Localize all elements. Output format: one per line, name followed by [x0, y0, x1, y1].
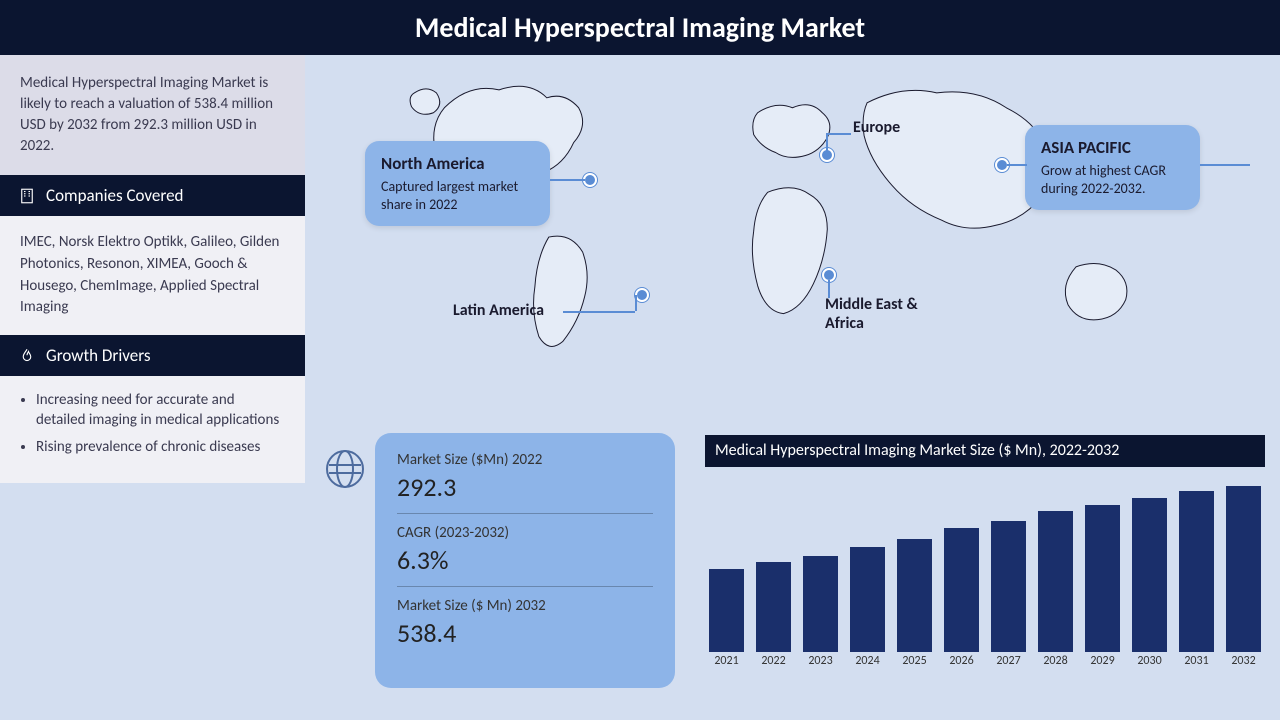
eu-connector-h [826, 133, 851, 135]
kpi-2022-value: 292.3 [397, 471, 653, 503]
bar [1085, 505, 1120, 652]
la-label: Latin America [453, 301, 544, 320]
page-title: Medical Hyperspectral Imaging Market [0, 0, 1280, 55]
apac-connector2 [1200, 164, 1250, 166]
apac-title: ASIA PACIFIC [1041, 137, 1184, 158]
kpi-2032-value: 538.4 [397, 617, 653, 649]
x-label: 2022 [756, 654, 791, 668]
driver-item: Rising prevalence of chronic diseases [36, 437, 285, 457]
bar [1226, 486, 1261, 652]
flame-icon [18, 347, 36, 365]
world-map: North America Captured largest market sh… [325, 63, 1260, 373]
driver-item: Increasing need for accurate and detaile… [36, 390, 285, 431]
sidebar: Medical Hyperspectral Imaging Market is … [0, 55, 305, 720]
x-label: 2031 [1179, 654, 1214, 668]
kpi-cagr-value: 6.3% [397, 544, 653, 576]
x-label: 2026 [944, 654, 979, 668]
x-label: 2021 [709, 654, 744, 668]
x-label: 2029 [1085, 654, 1120, 668]
bar [1179, 491, 1214, 652]
na-connector [550, 179, 585, 181]
main-container: Medical Hyperspectral Imaging Market is … [0, 55, 1280, 720]
bar [1038, 511, 1073, 652]
la-connector-v [635, 295, 637, 311]
building-icon [18, 187, 36, 205]
bar [803, 556, 838, 652]
globe-icon [323, 447, 367, 491]
mea-label: Middle East & Africa [825, 295, 945, 333]
kpi-cagr-label: CAGR (2023-2032) [397, 524, 653, 542]
bar [1132, 498, 1167, 652]
companies-body: IMEC, Norsk Elektro Optikk, Galileo, Gil… [0, 216, 305, 335]
drivers-body: Increasing need for accurate and detaile… [0, 376, 305, 483]
drivers-header: Growth Drivers [0, 335, 305, 376]
companies-header-label: Companies Covered [46, 185, 184, 206]
x-label: 2025 [897, 654, 932, 668]
na-title: North America [381, 153, 534, 174]
bar [756, 562, 791, 652]
companies-header: Companies Covered [0, 175, 305, 216]
bar [709, 569, 744, 652]
kpi-card: Market Size ($Mn) 2022 292.3 CAGR (2023-… [375, 433, 675, 688]
x-label: 2027 [991, 654, 1026, 668]
eu-connector-v [826, 133, 828, 151]
bar [991, 521, 1026, 652]
bar [897, 539, 932, 652]
divider [397, 586, 653, 587]
apac-callout: ASIA PACIFIC Grow at highest CAGR during… [1025, 125, 1200, 210]
la-marker [635, 288, 649, 302]
na-desc: Captured largest market share in 2022 [381, 178, 534, 214]
summary-text: Medical Hyperspectral Imaging Market is … [0, 55, 305, 175]
la-connector-h [563, 311, 635, 313]
chart-title: Medical Hyperspectral Imaging Market Siz… [705, 435, 1265, 467]
bar [944, 528, 979, 652]
x-label: 2032 [1226, 654, 1261, 668]
kpi-2022-label: Market Size ($Mn) 2022 [397, 451, 653, 469]
apac-desc: Grow at highest CAGR during 2022-2032. [1041, 162, 1184, 198]
bar-chart: Medical Hyperspectral Imaging Market Siz… [705, 435, 1265, 690]
na-callout: North America Captured largest market sh… [365, 141, 550, 226]
apac-connector [1007, 164, 1027, 166]
x-label: 2023 [803, 654, 838, 668]
divider [397, 513, 653, 514]
chart-x-axis: 2021 2022 2023 2024 2025 2026 2027 2028 2029 2030… [705, 652, 1265, 668]
drivers-header-label: Growth Drivers [46, 345, 150, 366]
eu-label: Europe [853, 118, 900, 137]
main-panel: North America Captured largest market sh… [305, 55, 1280, 720]
na-marker [583, 173, 597, 187]
bar [850, 547, 885, 652]
chart-canvas [705, 467, 1265, 652]
x-label: 2030 [1132, 654, 1167, 668]
x-label: 2024 [850, 654, 885, 668]
kpi-2032-label: Market Size ($ Mn) 2032 [397, 597, 653, 615]
x-label: 2028 [1038, 654, 1073, 668]
mea-connector [828, 280, 830, 298]
